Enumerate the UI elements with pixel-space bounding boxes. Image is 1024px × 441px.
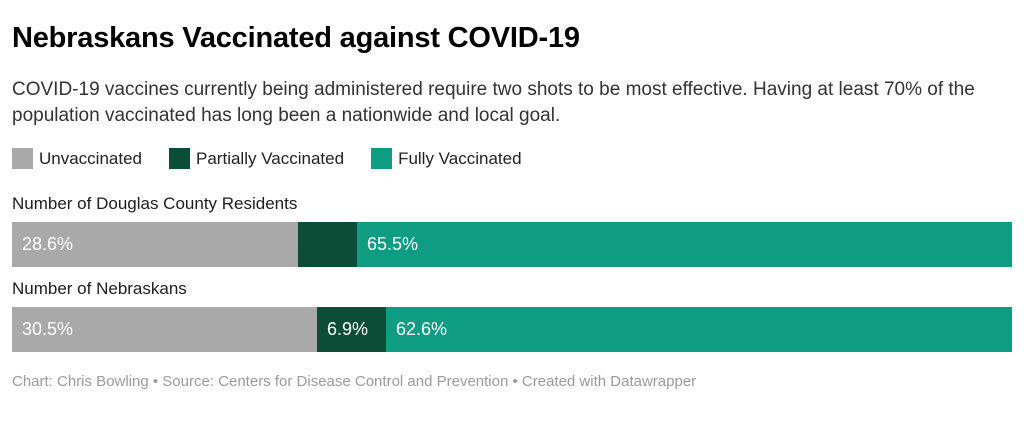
- bar-value-label: 28.6%: [22, 234, 74, 254]
- bar-segment-fully-vaccinated[interactable]: 65.5%: [357, 222, 1012, 267]
- bar-value-label: 62.6%: [396, 319, 448, 339]
- attribution-footer: Chart: Chris Bowling • Source: Centers f…: [12, 373, 697, 390]
- bar-segment-fully-vaccinated[interactable]: 62.6%: [386, 307, 1012, 352]
- bar-value-label: 30.5%: [22, 319, 74, 339]
- bar-row-label: Number of Douglas County Residents: [12, 194, 298, 213]
- chart-subtitle: COVID-19 vaccines currently being admini…: [12, 79, 975, 126]
- bar-row: Number of Douglas County Residents 28.6% 6…: [12, 194, 1012, 267]
- legend-swatch-unvaccinated: [12, 148, 33, 169]
- chart-title: Nebraskans Vaccinated against COVID-19: [12, 22, 580, 54]
- bar-segment-partially-vaccinated[interactable]: 6.9%: [317, 307, 386, 352]
- legend: Unvaccinated Partially Vaccinated Fully …: [12, 148, 1012, 169]
- bar-value-label: 6.9%: [327, 319, 369, 339]
- bar-row: Number of Nebraskans 30.5% 6.9% 62.6%: [12, 279, 1012, 352]
- bar-segment-partially-vaccinated[interactable]: [298, 222, 357, 267]
- stacked-bar: 30.5% 6.9% 62.6%: [12, 307, 1012, 352]
- legend-label: Fully Vaccinated: [398, 148, 522, 168]
- bar-value-label: 65.5%: [367, 234, 419, 254]
- bar-row-label: Number of Nebraskans: [12, 279, 187, 298]
- legend-label: Partially Vaccinated: [196, 148, 345, 168]
- legend-item-fully-vaccinated: Fully Vaccinated: [371, 148, 522, 169]
- legend-swatch-fully-vaccinated: [371, 148, 393, 169]
- legend-swatch-partially-vaccinated: [169, 148, 191, 169]
- bar-segment-unvaccinated[interactable]: 28.6%: [12, 222, 298, 267]
- bars: Number of Douglas County Residents 28.6% 6…: [12, 194, 1012, 352]
- legend-item-unvaccinated: Unvaccinated: [12, 148, 142, 169]
- legend-item-partially-vaccinated: Partially Vaccinated: [169, 148, 344, 169]
- stacked-bar: 28.6% 65.5%: [12, 222, 1012, 267]
- legend-label: Unvaccinated: [39, 148, 143, 168]
- bar-segment-unvaccinated[interactable]: 30.5%: [12, 307, 317, 352]
- chart-container: Nebraskans Vaccinated against COVID-19 C…: [0, 20, 1024, 390]
